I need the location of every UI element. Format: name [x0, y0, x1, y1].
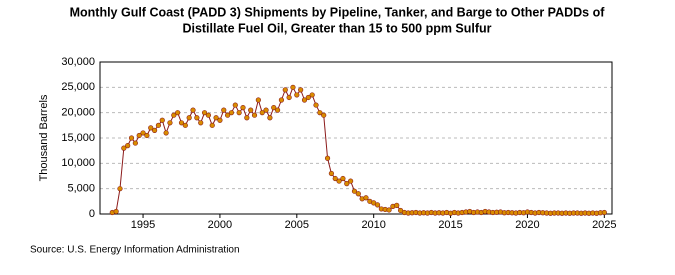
- data-point: [601, 209, 607, 216]
- data-point: [213, 115, 219, 121]
- data-point: [132, 140, 138, 146]
- data-point: [205, 112, 211, 118]
- chart-title: Monthly Gulf Coast (PADD 3) Shipments by…: [70, 5, 606, 19]
- data-point: [140, 130, 146, 136]
- x-tick-label: 2025: [592, 219, 616, 231]
- data-point: [128, 135, 135, 141]
- y-tick-label: 0: [89, 208, 95, 220]
- source-note: Source: U.S. Energy Information Administ…: [30, 245, 240, 256]
- data-point: [394, 202, 400, 208]
- data-point: [301, 97, 308, 103]
- data-point: [309, 92, 315, 98]
- data-point: [198, 120, 204, 126]
- data-point: [324, 155, 331, 161]
- data-point: [340, 175, 346, 182]
- data-point: [248, 107, 254, 113]
- data-point: [221, 107, 227, 113]
- data-point: [332, 175, 338, 182]
- x-tick-label: 2005: [285, 219, 309, 231]
- data-point: [236, 110, 242, 116]
- data-point: [351, 188, 358, 194]
- data-point: [144, 132, 150, 139]
- data-point: [251, 112, 258, 118]
- data-point: [190, 107, 196, 113]
- data-point: [328, 170, 334, 177]
- data-point: [175, 110, 181, 116]
- y-tick-label: 5,000: [67, 183, 95, 195]
- data-point: [167, 120, 173, 126]
- x-tick-label: 2000: [208, 219, 232, 231]
- data-point: [217, 117, 223, 123]
- data-point: [136, 132, 142, 139]
- data-point: [225, 112, 231, 118]
- data-point: [286, 94, 292, 101]
- data-point: [240, 104, 246, 111]
- data-point: [201, 110, 208, 116]
- data-point: [305, 94, 311, 101]
- data-point: [298, 87, 304, 93]
- data-point: [355, 191, 361, 197]
- data-point: [282, 87, 288, 93]
- data-point: [271, 104, 277, 111]
- data-point: [278, 97, 285, 103]
- data-point: [374, 202, 381, 208]
- data-point: [155, 122, 162, 128]
- data-point: [209, 122, 215, 128]
- x-tick-label: 2015: [438, 219, 462, 231]
- data-point: [159, 117, 165, 123]
- chart-subtitle: Distillate Fuel Oil, Greater than 15 to …: [182, 21, 491, 35]
- y-tick-label: 25,000: [61, 81, 95, 93]
- data-point: [232, 102, 238, 108]
- data-point: [267, 115, 273, 121]
- data-point: [113, 208, 119, 215]
- data-point: [121, 145, 127, 151]
- data-point: [182, 122, 188, 128]
- data-point: [244, 115, 250, 121]
- data-point: [151, 127, 158, 133]
- data-point: [336, 178, 342, 184]
- data-point: [321, 112, 327, 118]
- data-point: [148, 125, 154, 131]
- data-point: [317, 110, 323, 116]
- x-tick-label: 1995: [131, 219, 155, 231]
- data-point: [178, 120, 185, 126]
- data-point: [163, 130, 169, 136]
- x-tick-label: 2010: [361, 219, 385, 231]
- y-tick-label: 20,000: [61, 107, 95, 119]
- data-point: [186, 115, 192, 121]
- data-point: [363, 195, 369, 201]
- y-tick-label: 15,000: [61, 132, 95, 144]
- data-point: [344, 181, 350, 187]
- data-point: [294, 92, 300, 98]
- data-point: [263, 107, 269, 113]
- data-point: [125, 143, 131, 149]
- data-point: [274, 107, 281, 113]
- data-point: [290, 84, 296, 90]
- y-tick-label: 10,000: [61, 157, 95, 169]
- data-point: [194, 115, 200, 121]
- data-point: [117, 186, 123, 192]
- data-point: [313, 102, 319, 108]
- data-point: [255, 97, 261, 103]
- data-point: [348, 178, 354, 184]
- data-point: [386, 207, 392, 213]
- data-point: [228, 110, 235, 116]
- y-axis-label: Thousand Barrels: [38, 94, 50, 181]
- data-point: [171, 112, 177, 118]
- plot-frame: [99, 61, 613, 215]
- x-tick-label: 2020: [515, 219, 539, 231]
- y-tick-label: 30,000: [61, 56, 95, 68]
- data-point: [259, 110, 265, 116]
